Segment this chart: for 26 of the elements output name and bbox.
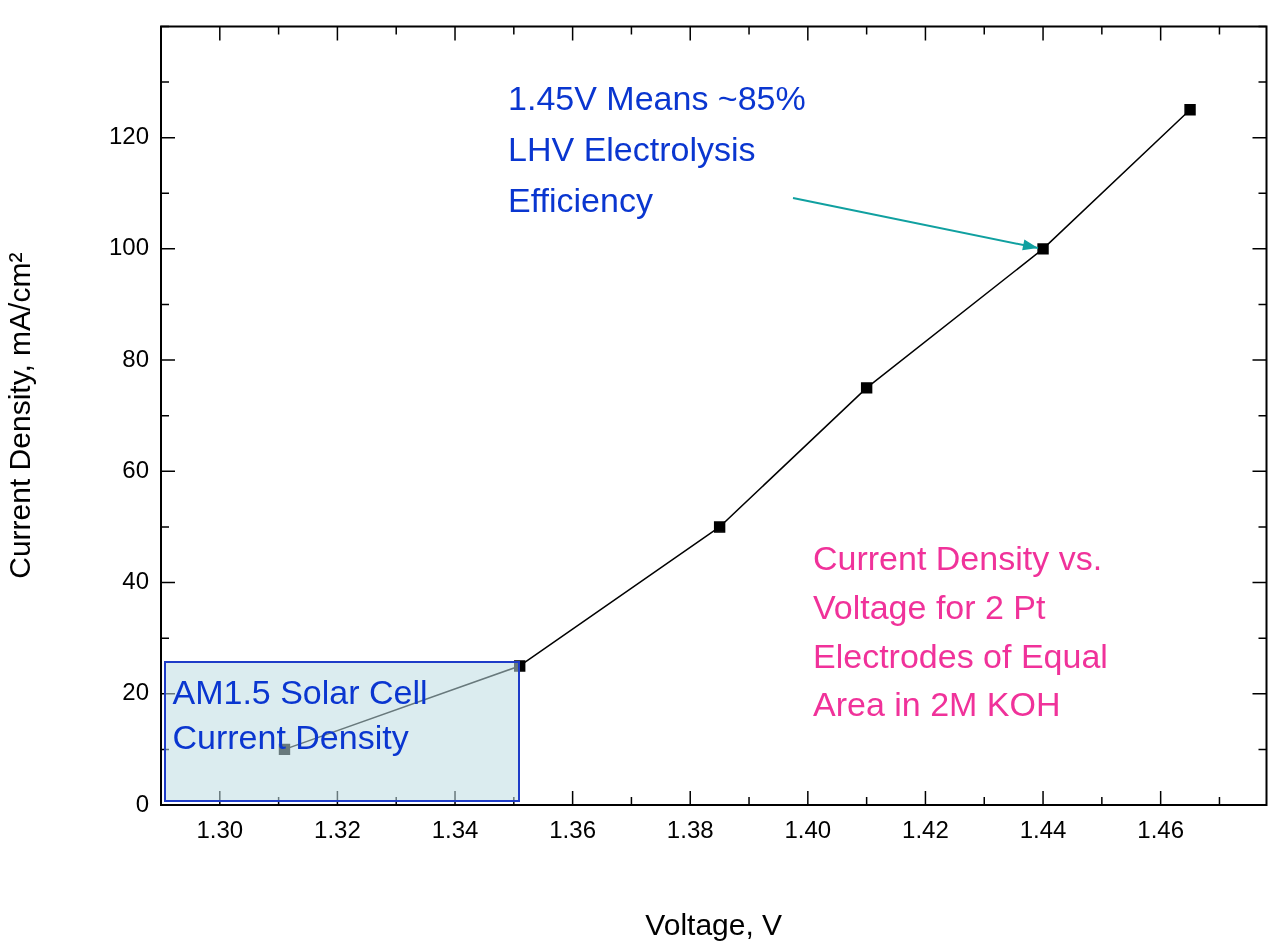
y-axis-title: Current Density, mA/cm² xyxy=(3,252,37,579)
point xyxy=(713,521,726,533)
x-tick-label: 1.34 xyxy=(431,816,479,844)
annotation: AM1.5 Solar Cell Current Density xyxy=(172,672,429,758)
x-tick-label: 1.38 xyxy=(666,816,714,844)
annotation: 1.45V Means ~85% LHV Electrolysis Efficiency xyxy=(508,77,807,221)
x-tick-label: 1.32 xyxy=(314,816,361,844)
point xyxy=(514,660,526,672)
x-tick-label: 1.30 xyxy=(196,816,244,844)
y-tick-label: 100 xyxy=(108,233,149,261)
y-tick-label: 40 xyxy=(122,567,149,595)
x-tick-label: 1.46 xyxy=(1137,816,1185,844)
y-tick-label: 80 xyxy=(122,344,149,372)
x-tick-label: 1.36 xyxy=(549,816,596,844)
x-tick-label: 1.42 xyxy=(902,816,949,844)
y-tick-label: 60 xyxy=(122,455,149,483)
annotation: Current Density vs. Voltage for 2 Pt Electrodes of Equal Area in 2M KOH xyxy=(813,538,1109,726)
point xyxy=(860,382,873,394)
point xyxy=(1037,243,1049,255)
x-tick-label: 1.44 xyxy=(1019,816,1067,844)
y-tick-label: 0 xyxy=(135,789,149,817)
x-tick-label: 1.40 xyxy=(784,816,832,844)
x-axis-title: Voltage, V xyxy=(645,908,783,942)
point xyxy=(1184,104,1196,116)
y-tick-label: 20 xyxy=(122,678,149,706)
y-tick-label: 120 xyxy=(108,122,149,150)
